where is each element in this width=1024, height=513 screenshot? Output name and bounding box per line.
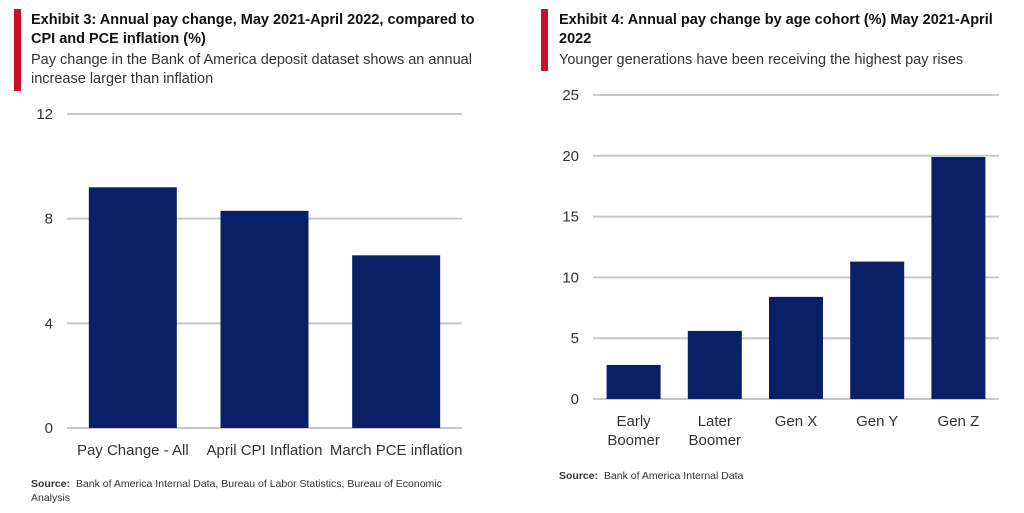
accent-bar [541,9,548,71]
exhibit-3-title: Exhibit 3: Annual pay change, May 2021-A… [31,12,475,47]
exhibit-3-source: Source: Bank of America Internal Data, B… [31,477,471,505]
y-tick-label: 25 [562,87,579,104]
accent-bar [14,9,21,91]
bar [88,187,177,428]
category-label: Later [698,413,732,430]
category-label: March PCE inflation [330,442,463,459]
exhibit-4-subtitle: Younger generations have been receiving … [559,52,964,68]
bar [850,261,905,399]
y-tick-label: 12 [36,106,53,123]
category-label: Gen Z [938,413,980,430]
category-label: April CPI Inflation [207,442,323,459]
category-label: Gen X [775,413,818,430]
category-label: Boomer [689,432,742,449]
bar [220,210,309,428]
category-label: Pay Change - All [77,442,189,459]
y-tick-label: 5 [571,330,579,347]
exhibit-3-subtitle: Pay change in the Bank of America deposi… [31,52,472,87]
y-tick-label: 0 [45,420,53,437]
y-tick-label: 10 [562,269,579,286]
y-tick-label: 15 [562,209,579,226]
exhibit-4-source: Source: Bank of America Internal Data [559,469,999,483]
bar [687,330,742,399]
y-tick-label: 20 [562,148,579,165]
bar [769,296,823,399]
bar [606,364,661,399]
exhibit-4-panel: Exhibit 4: Annual pay change by age coho… [530,0,1024,513]
bar [352,255,441,428]
bar [931,157,986,399]
y-tick-label: 4 [45,315,53,332]
exhibit-4-chart: 0 5 10 15 20 25 Early Boomer Later Boomer Gen X Gen… [562,87,999,449]
category-label: Early [617,413,652,430]
category-label: Gen Y [856,413,898,430]
exhibit-3-chart: 0 4 8 12 Pay Change - All April CPI Inflation… [36,106,463,459]
source-text: Bank of America Internal Data [603,470,744,482]
exhibit-3-panel: Exhibit 3: Annual pay change, May 2021-A… [0,0,500,513]
exhibit-4-title: Exhibit 4: Annual pay change by age coho… [559,12,993,47]
source-label: Source: [559,470,599,482]
category-label: Boomer [607,432,660,449]
source-label: Source: [31,478,71,490]
source-text: Bank of America Internal Data, Bureau of… [31,478,442,504]
y-tick-label: 8 [45,211,53,228]
y-tick-label: 0 [571,391,579,408]
